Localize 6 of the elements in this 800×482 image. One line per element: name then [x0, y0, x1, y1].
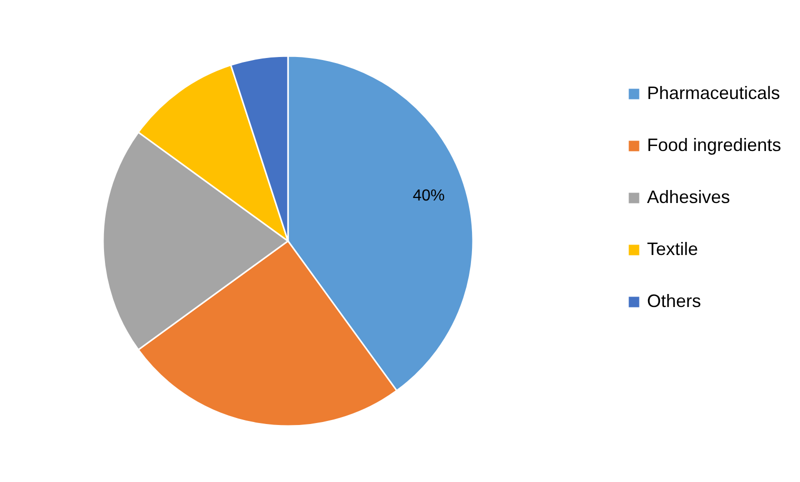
legend-label: Adhesives — [647, 187, 730, 207]
data-label: 40% — [412, 187, 445, 204]
legend-label: Textile — [647, 239, 698, 259]
legend-label: Pharmaceuticals — [647, 83, 780, 103]
legend-label: Food ingredients — [647, 135, 782, 155]
legend-label: Others — [647, 291, 702, 311]
